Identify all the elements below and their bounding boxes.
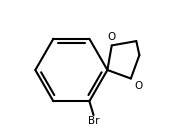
Text: O: O — [134, 81, 143, 91]
Text: O: O — [108, 32, 116, 42]
Text: Br: Br — [88, 116, 99, 126]
